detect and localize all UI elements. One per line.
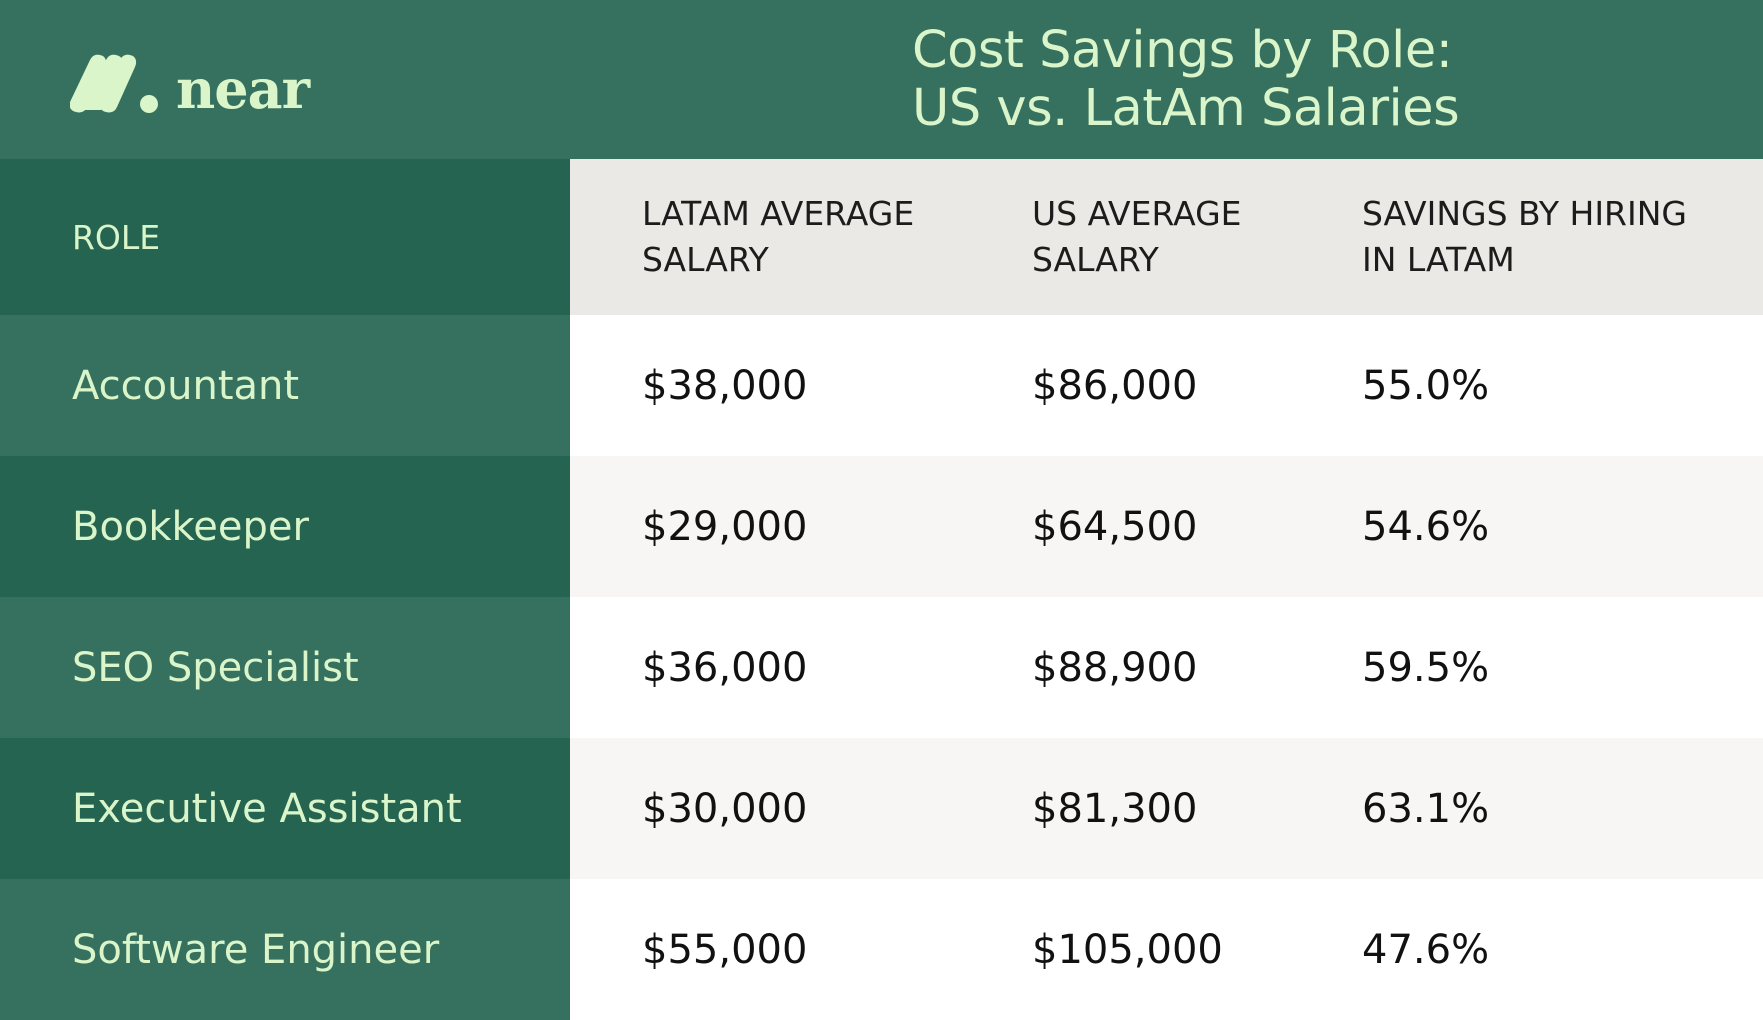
latam-salary-cell: $29,000	[642, 503, 808, 550]
us-salary-cell: $64,500	[1032, 503, 1198, 550]
near-slash-mark-icon	[70, 54, 158, 113]
table-header-row: ROLE LATAM AVERAGE SALARY US AVERAGE SAL…	[0, 159, 1763, 315]
latam-salary-cell: $36,000	[642, 644, 808, 691]
brand-wordmark: near	[176, 57, 310, 121]
chart-title-line-1: Cost Savings by Role:	[912, 21, 1453, 80]
us-salary-cell: $86,000	[1032, 362, 1198, 409]
column-header-role: ROLE	[0, 159, 570, 315]
row-data-background	[570, 738, 1763, 879]
table-row: SEO Specialist $36,000 $88,900 59.5%	[0, 597, 1763, 738]
role-cell: Accountant	[0, 315, 570, 456]
us-salary-cell: $105,000	[1032, 926, 1223, 973]
brand-logo: near	[70, 44, 310, 121]
role-cell: Software Engineer	[0, 879, 570, 1020]
salary-table: ROLE LATAM AVERAGE SALARY US AVERAGE SAL…	[0, 159, 1763, 1020]
us-salary-cell: $88,900	[1032, 644, 1198, 691]
savings-cell: 55.0%	[1362, 362, 1490, 409]
column-header-latam-salary: LATAM AVERAGE SALARY	[642, 194, 915, 279]
header-band: near Cost Savings by Role: US vs. LatAm …	[0, 0, 1763, 159]
latam-salary-cell: $55,000	[642, 926, 808, 973]
latam-salary-cell: $30,000	[642, 785, 808, 832]
table-row: Accountant $38,000 $86,000 55.0%	[0, 315, 1763, 456]
savings-cell: 54.6%	[1362, 503, 1490, 550]
table-row: Executive Assistant $30,000 $81,300 63.1%	[0, 738, 1763, 879]
savings-cell: 63.1%	[1362, 785, 1490, 832]
chart-title: Cost Savings by Role: US vs. LatAm Salar…	[912, 21, 1460, 138]
header-data-background	[570, 159, 1763, 315]
role-cell: SEO Specialist	[0, 597, 570, 738]
role-cell: Executive Assistant	[0, 738, 570, 879]
us-salary-cell: $81,300	[1032, 785, 1198, 832]
savings-cell: 59.5%	[1362, 644, 1490, 691]
table-row: Software Engineer $55,000 $105,000 47.6%	[0, 879, 1763, 1020]
chart-title-line-2: US vs. LatAm Salaries	[912, 79, 1460, 138]
row-data-background	[570, 456, 1763, 597]
row-data-background	[570, 879, 1763, 1020]
column-header-us-salary: US AVERAGE SALARY	[1032, 194, 1242, 279]
table-row: Bookkeeper $29,000 $64,500 54.6%	[0, 456, 1763, 597]
role-cell: Bookkeeper	[0, 456, 570, 597]
row-data-background	[570, 597, 1763, 738]
latam-salary-cell: $38,000	[642, 362, 808, 409]
row-data-background	[570, 315, 1763, 456]
savings-cell: 47.6%	[1362, 926, 1490, 973]
column-header-savings: SAVINGS BY HIRING IN LATAM	[1362, 194, 1687, 279]
